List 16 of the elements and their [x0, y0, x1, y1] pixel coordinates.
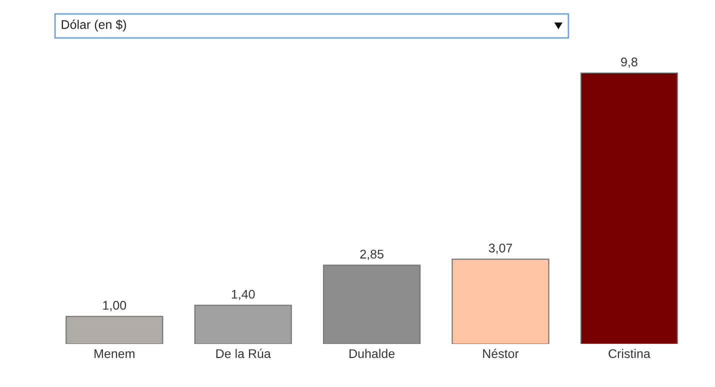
bar — [194, 304, 292, 344]
x-tick-label: Cristina — [608, 348, 650, 358]
data-label: 1,40 — [232, 290, 255, 300]
x-tick-label: Menem — [94, 349, 134, 358]
bar — [580, 72, 678, 344]
bar — [66, 316, 164, 344]
bar — [322, 264, 421, 344]
data-label: 3,07 — [488, 244, 512, 254]
x-tick-label: Néstor — [483, 348, 519, 358]
x-tick-label: Duhalde — [350, 348, 395, 358]
data-label: 1,00 — [103, 300, 126, 312]
bar — [452, 258, 550, 344]
data-label: 2,85 — [360, 250, 384, 260]
data-label: 9,8 — [621, 58, 638, 68]
x-tick-label: De la Rúa — [216, 348, 271, 358]
chart-title: Dólar (en $) — [62, 20, 126, 32]
